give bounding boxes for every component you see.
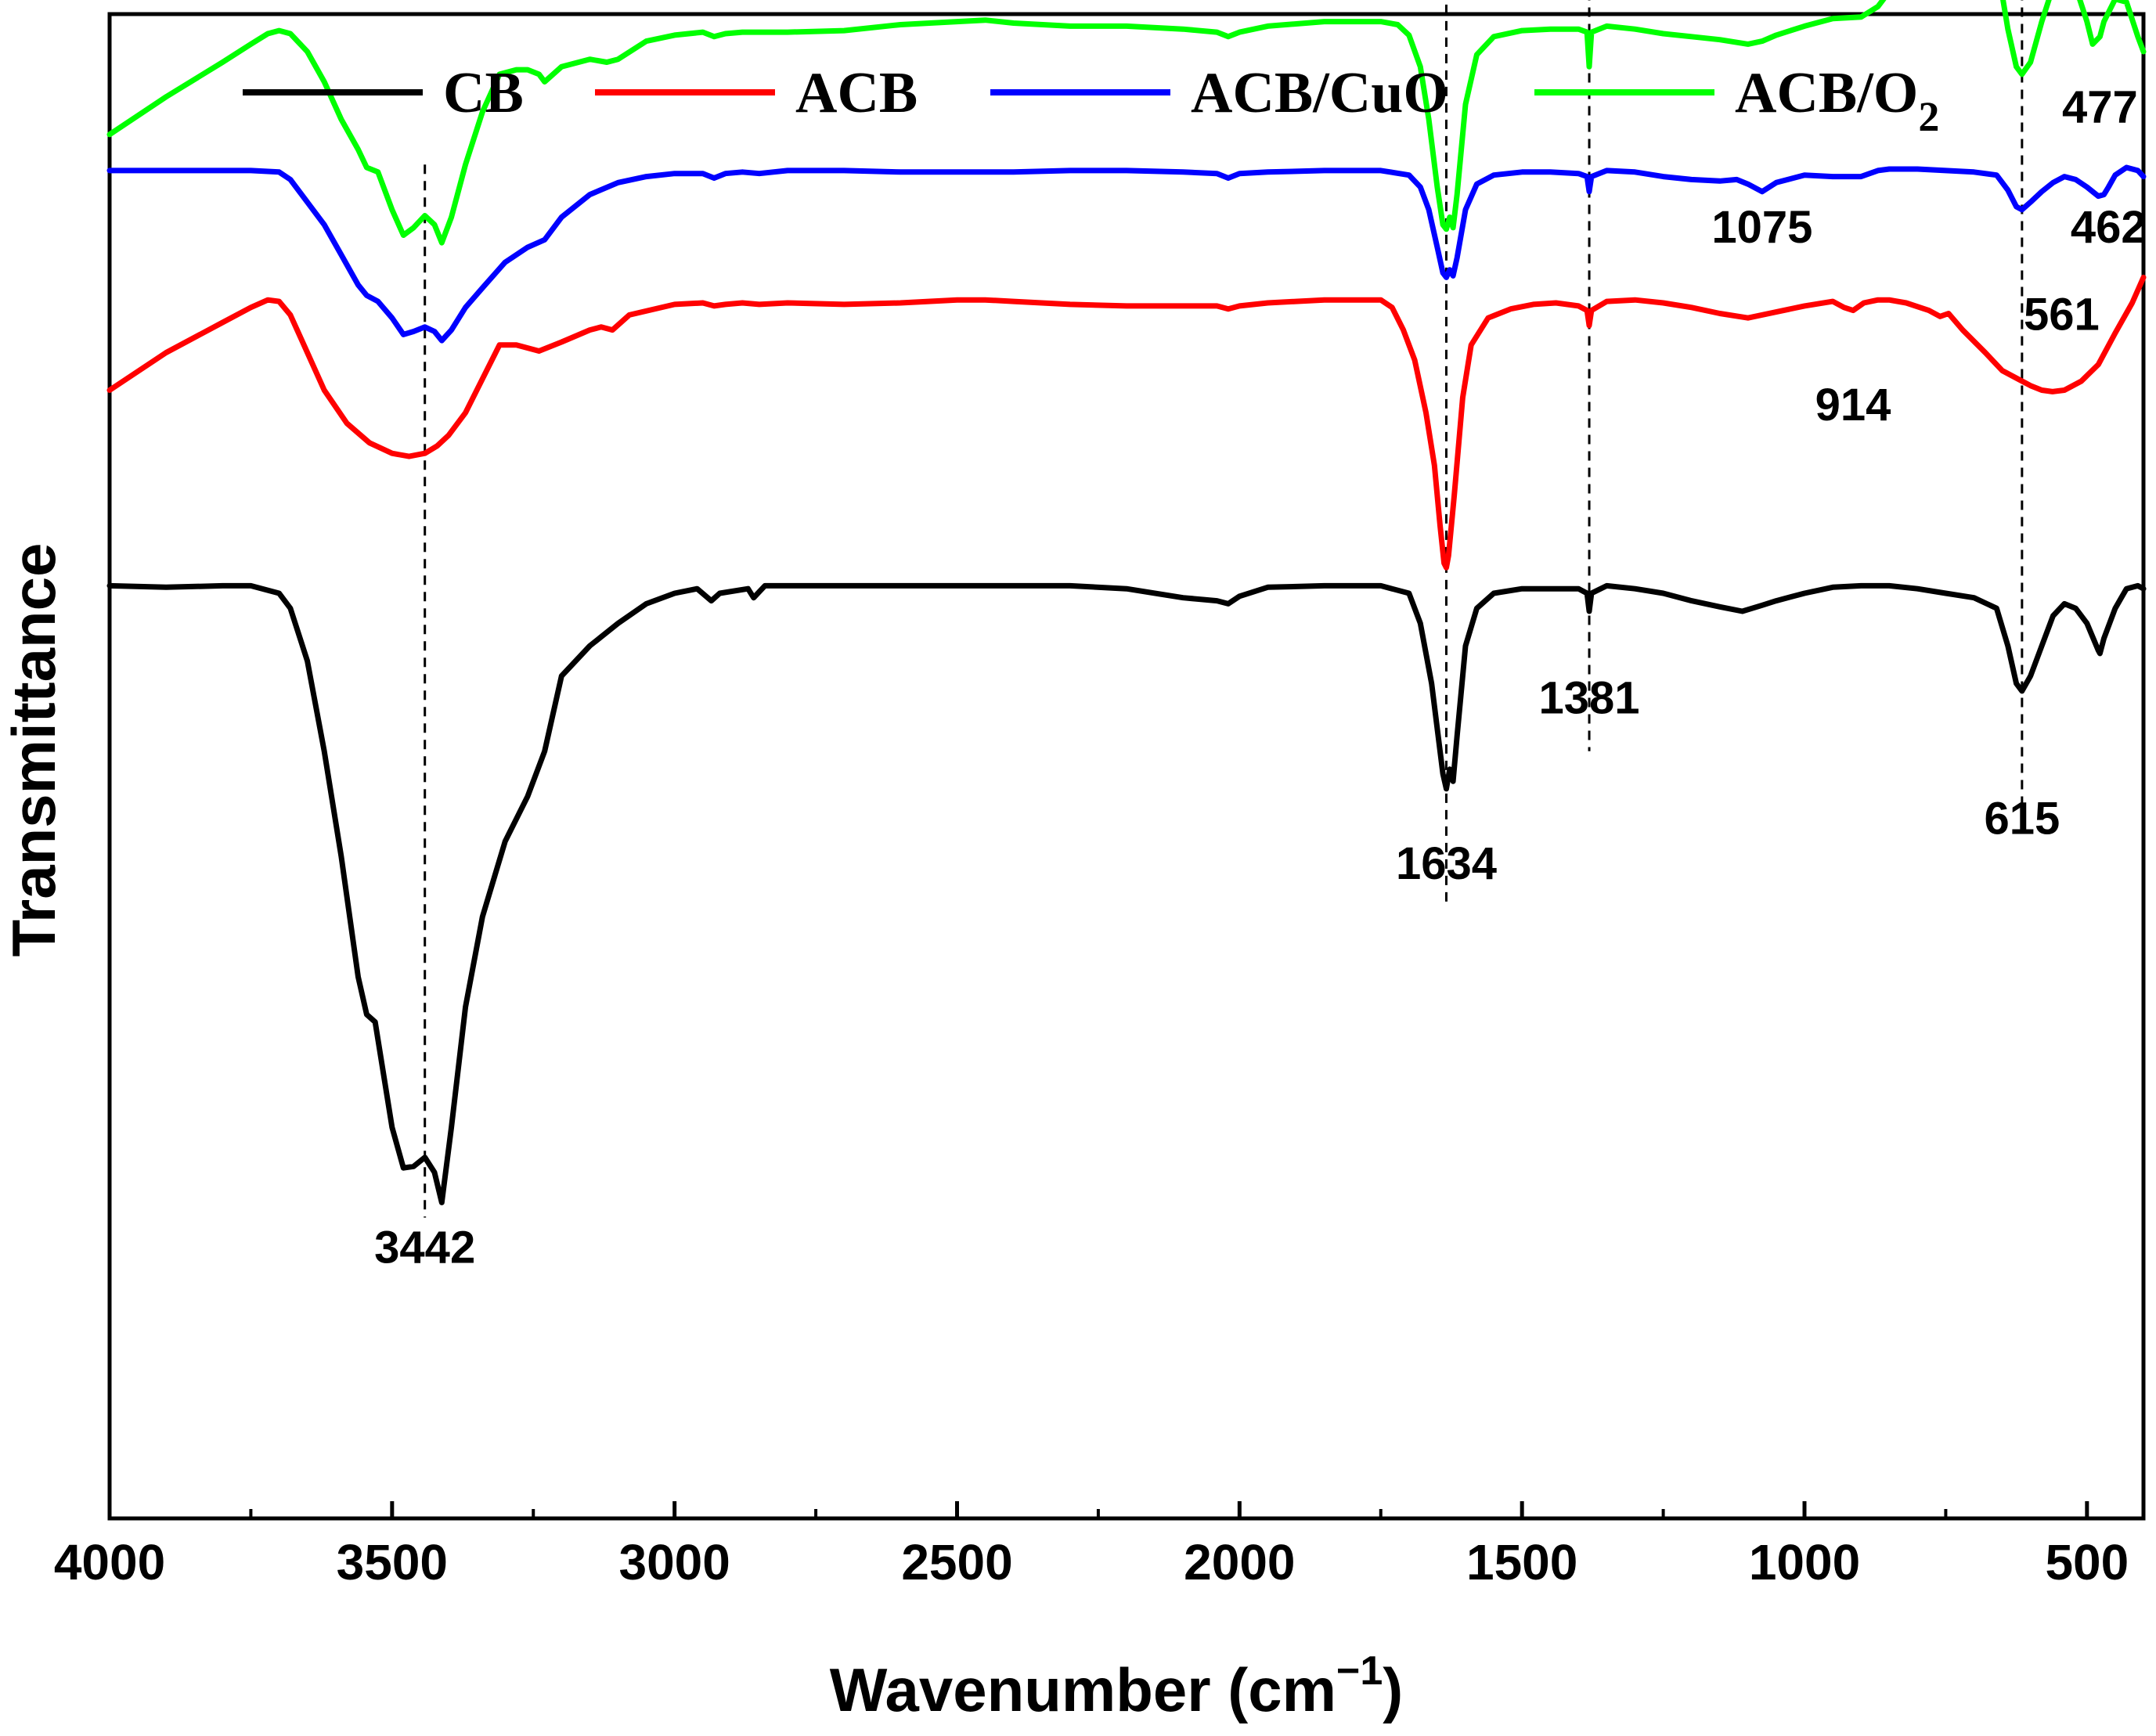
legend-item-acb-o2: ACB/O2	[1534, 61, 1939, 140]
peak-annotations: 3442 1634 1381 615 914 561 1075 462 477	[374, 81, 2146, 1273]
plot-area	[107, 12, 2146, 1521]
peak-label-477: 477	[2062, 81, 2138, 132]
series-line-acb	[106, 274, 2147, 571]
series-layer	[106, 0, 2147, 1205]
plot-frame	[107, 12, 2146, 1521]
legend: CB ACB ACB/CuO ACB/O2	[243, 61, 1939, 140]
peak-label-561: 561	[2024, 290, 2100, 340]
peak-label-3442: 3442	[374, 1222, 475, 1273]
series-line-cb	[106, 582, 2147, 1205]
peak-label-914: 914	[1815, 380, 1891, 430]
legend-label: ACB	[795, 61, 918, 125]
x-tick-label-3000: 3000	[618, 1534, 730, 1590]
y-axis-title: Transmittance	[0, 543, 68, 957]
peak-label-1381: 1381	[1539, 673, 1640, 724]
peak-label-615: 615	[1984, 793, 2060, 844]
x-tick-label-2500: 2500	[901, 1534, 1012, 1590]
x-tick-label-500: 500	[2045, 1534, 2129, 1590]
legend-item-cb: CB	[243, 61, 524, 125]
series-line-acb-o2	[106, 0, 2147, 246]
x-tick-label-4000: 4000	[54, 1534, 165, 1590]
series-line-acb-cuo	[106, 164, 2147, 344]
legend-label: ACB/CuO	[1191, 61, 1448, 125]
x-tick-label-3500: 3500	[337, 1534, 448, 1590]
x-tick-label-1000: 1000	[1749, 1534, 1860, 1590]
x-axis-title: Wavenumber (cm−1)	[830, 1648, 1404, 1724]
legend-label: CB	[443, 61, 524, 125]
legend-item-acb-cuo: ACB/CuO	[990, 61, 1448, 125]
peak-label-1075: 1075	[1711, 202, 1812, 253]
x-tick-label-1500: 1500	[1466, 1534, 1577, 1590]
legend-item-acb: ACB	[595, 61, 918, 125]
x-axis: 4000 3500 3000 2500 2000 1500 1000 500	[54, 1501, 2129, 1590]
peak-label-462: 462	[2071, 202, 2147, 253]
legend-label: ACB/O2	[1735, 61, 1939, 140]
peak-label-1634: 1634	[1396, 838, 1497, 889]
x-tick-label-2000: 2000	[1184, 1534, 1295, 1590]
